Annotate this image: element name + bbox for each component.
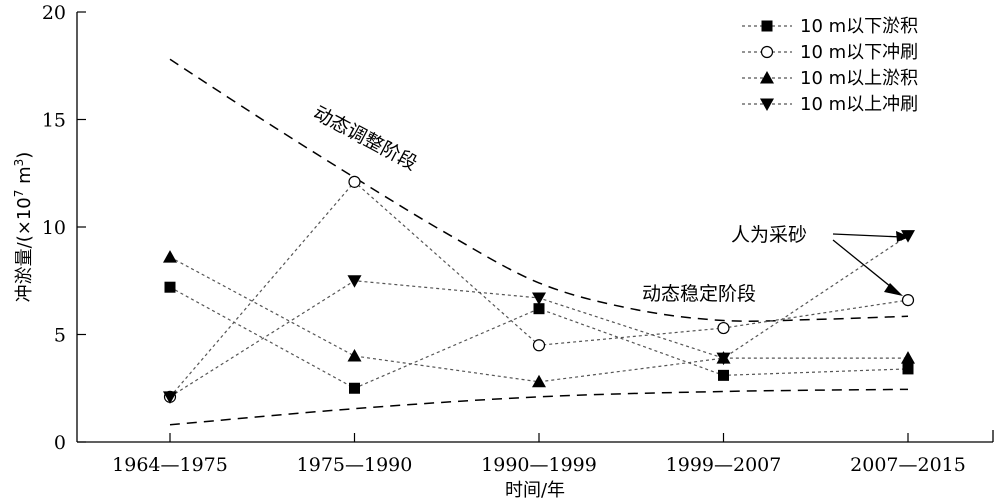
- data-point-circle: [532, 339, 546, 352]
- y-axis-title: 冲淤量/(×107 m3): [12, 152, 35, 303]
- sand-mining-arrows: [832, 231, 910, 296]
- data-point-circle: [901, 294, 915, 307]
- arrow-head-lower: [884, 283, 903, 296]
- legend-marker-triangle-down: [760, 98, 774, 111]
- x-axis-title: 时间/年: [505, 480, 565, 501]
- y-tick-label: 10: [42, 217, 66, 239]
- legend: 10 m以下淤积 10 m以下冲刷 10 m以上淤积 10 m以上冲刷: [742, 16, 918, 115]
- data-point-triangle-up: [901, 351, 915, 364]
- y-axis-title-exp2: 3: [12, 159, 26, 167]
- legend-label: 10 m以上冲刷: [800, 94, 918, 115]
- series-line-triangle-down: [169, 235, 909, 398]
- series-square: [164, 281, 914, 394]
- data-point-square: [902, 363, 914, 375]
- annotation-dynamic-stable: 动态稳定阶段: [642, 283, 756, 305]
- legend-label: 10 m以下冲刷: [800, 42, 918, 63]
- ticks: 0 5 10 15 20 1964—1975 1975—1990 1990—1999 1999—…: [42, 2, 966, 476]
- trend-line-lower: [169, 388, 909, 426]
- y-axis-title-main: 冲淤量/(×10: [14, 197, 35, 302]
- data-point-square: [349, 382, 360, 394]
- y-axis-title-mid: m: [14, 166, 35, 189]
- data-point-triangle-up: [347, 349, 362, 362]
- data-point-circle: [717, 321, 730, 335]
- arrow-line-upper: [832, 233, 903, 238]
- data-point-square: [718, 369, 729, 381]
- series-triangle-down: [163, 230, 915, 404]
- arrow-line-lower: [832, 239, 897, 292]
- trend-line-upper: [169, 58, 909, 322]
- x-tick-label: 1999—2007: [666, 454, 782, 476]
- series-group: [163, 175, 915, 404]
- series-circle: [163, 175, 915, 403]
- x-tick-label: 1990—1999: [481, 454, 597, 476]
- y-tick-label: 15: [42, 110, 66, 132]
- legend-label: 10 m以上淤积: [800, 68, 918, 89]
- legend-marker-square: [761, 20, 773, 32]
- arrow-head-upper: [896, 231, 910, 242]
- x-tick-label: 1975—1990: [297, 454, 413, 476]
- y-tick-label: 20: [42, 2, 66, 24]
- data-point-triangle-up: [163, 250, 177, 263]
- series-triangle-up: [163, 250, 915, 388]
- legend-marker-circle: [760, 45, 774, 59]
- legend-label: 10 m以下淤积: [800, 16, 918, 37]
- trend-lines: [169, 58, 909, 426]
- legend-marker-triangle-up: [760, 71, 774, 84]
- data-point-square: [533, 303, 545, 315]
- annotation-dynamic-adjustment: 动态调整阶段: [310, 102, 421, 175]
- data-point-triangle-down: [347, 275, 362, 288]
- annotation-sand-mining: 人为采砂: [731, 224, 807, 246]
- y-axis-title-end: ): [14, 152, 35, 159]
- y-tick-label: 5: [54, 325, 66, 347]
- series-line-square: [169, 286, 909, 389]
- x-tick-label: 1964—1975: [112, 454, 228, 476]
- x-tick-label: 2007—2015: [850, 454, 966, 476]
- series-line-circle: [169, 180, 909, 398]
- data-point-triangle-up: [532, 374, 546, 388]
- data-point-triangle-down: [163, 391, 177, 404]
- data-point-square: [164, 281, 176, 293]
- y-tick-label: 0: [54, 432, 66, 454]
- data-point-triangle-down: [532, 292, 546, 305]
- series-line-triangle-up: [169, 256, 908, 383]
- data-point-circle: [348, 175, 361, 188]
- y-axis-title-exp1: 7: [12, 190, 26, 198]
- data-point-triangle-down: [716, 352, 731, 366]
